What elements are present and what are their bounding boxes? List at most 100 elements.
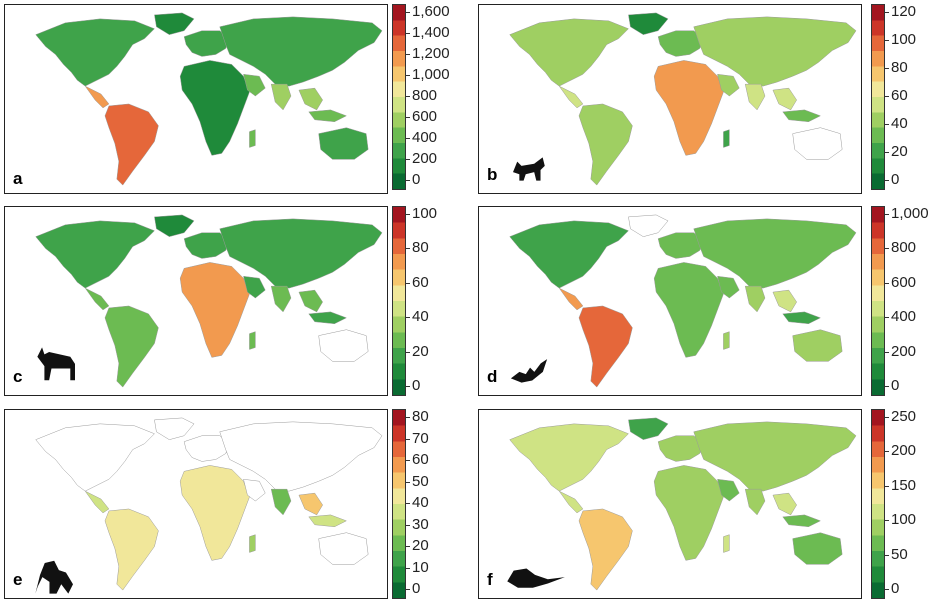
region-arabia <box>243 478 266 502</box>
colorbar-tick-label: 600 <box>891 273 917 291</box>
region-greenland <box>628 12 669 35</box>
region-north-america <box>35 423 155 492</box>
colorbar-tickmark <box>885 589 889 590</box>
colorbar-tickmark <box>885 520 889 522</box>
region-australia <box>792 532 843 565</box>
colorbar-tick-label: 150 <box>891 476 917 494</box>
colorbar-tick-label: 1,000 <box>412 66 450 83</box>
region-arabia <box>717 275 740 299</box>
colorbar-tickmark <box>406 351 410 353</box>
region-europe <box>183 435 230 462</box>
colorbar-tick-label: 20 <box>412 342 429 360</box>
region-central-america <box>558 287 584 311</box>
region-indonesia <box>782 109 822 123</box>
map-panel-b: b <box>478 4 862 194</box>
colorbar-tickmark <box>406 503 410 504</box>
colorbar-tickmark <box>406 138 410 139</box>
fox-icon <box>513 157 545 181</box>
colorbar-tick-label: 250 <box>891 408 917 425</box>
panel-letter-d: d <box>487 367 498 386</box>
colorbar-tick-label: 100 <box>891 31 917 48</box>
region-africa <box>179 262 250 358</box>
colorbar-tickmark <box>406 438 410 440</box>
region-asia <box>693 218 857 289</box>
colorbar-tickmark <box>406 96 410 97</box>
region-arabia <box>243 73 266 97</box>
colorbar-tick-label: 600 <box>412 108 438 125</box>
map-panel-d: d <box>478 206 862 396</box>
colorbar-tick-label: 400 <box>412 129 438 146</box>
region-europe <box>183 232 230 259</box>
region-north-america <box>35 220 155 289</box>
map-panel-c: c <box>4 206 388 396</box>
colorbar-tickmark <box>406 386 410 387</box>
colorbar-tickmark <box>885 68 889 69</box>
colorbar-tickmark <box>406 12 410 13</box>
map-panel-e: e <box>4 409 388 599</box>
colorbar-tick-label: 200 <box>891 342 917 360</box>
colorbar-d <box>871 206 885 396</box>
colorbar-tickmark <box>406 417 410 418</box>
region-central-america <box>84 490 110 514</box>
region-indonesia <box>308 109 348 123</box>
region-central-america <box>84 85 110 109</box>
colorbar-tick-label: 400 <box>891 308 917 326</box>
bat-icon <box>510 359 548 383</box>
region-indonesia <box>782 514 822 528</box>
colorbar-tickmark <box>885 386 889 387</box>
colorbar-tickmark <box>885 96 889 97</box>
colorbar-tickmark <box>885 282 889 284</box>
region-india <box>744 83 766 111</box>
region-india <box>744 285 766 313</box>
region-central-america <box>84 287 110 311</box>
region-se-asia <box>298 289 323 313</box>
region-africa <box>179 60 250 156</box>
colorbar-tickmark <box>406 248 410 250</box>
colorbar-tick-label: 0 <box>891 171 900 188</box>
region-australia <box>318 329 369 362</box>
colorbar-tickmark <box>406 589 410 590</box>
colorbar-tick-label: 60 <box>412 273 429 291</box>
colorbar-tick-label: 0 <box>412 377 421 394</box>
region-north-america <box>509 220 629 289</box>
colorbar-tick-label: 0 <box>412 171 421 188</box>
panel-letter-e: e <box>13 570 23 589</box>
colorbar-tickmark <box>885 451 889 453</box>
colorbar-tick-label: 20 <box>891 143 908 160</box>
panel-letter-a: a <box>13 169 23 188</box>
monkey-icon <box>35 560 73 594</box>
region-se-asia <box>772 87 797 111</box>
colorbar-tickmark <box>885 554 889 556</box>
colorbar-tick-label: 80 <box>412 239 429 257</box>
region-south-america <box>578 305 633 388</box>
region-se-asia <box>772 289 797 313</box>
region-europe <box>183 30 230 57</box>
world-map-b <box>509 12 857 186</box>
colorbar-tick-label: 1,000 <box>891 205 929 222</box>
colorbar-f <box>871 409 885 599</box>
region-south-america <box>578 103 633 186</box>
region-madagascar <box>249 331 256 350</box>
region-asia <box>219 421 383 492</box>
colorbar-tick-label: 0 <box>412 580 421 597</box>
goat-icon <box>37 347 75 381</box>
region-madagascar <box>723 534 730 553</box>
colorbar-tickmark <box>885 248 889 250</box>
region-greenland <box>628 417 669 440</box>
colorbar-tickmark <box>406 159 410 160</box>
colorbar-tickmark <box>885 417 889 418</box>
colorbar-a <box>392 4 406 190</box>
region-asia <box>693 421 857 492</box>
world-map-e <box>35 417 383 591</box>
region-south-america <box>578 508 633 591</box>
region-australia <box>792 329 843 362</box>
panel-letter-b: b <box>487 165 498 184</box>
region-se-asia <box>298 492 323 516</box>
region-north-america <box>35 18 155 87</box>
colorbar-tickmark <box>406 546 410 547</box>
colorbar-tickmark <box>406 214 410 215</box>
region-greenland <box>628 214 669 237</box>
region-madagascar <box>723 129 730 148</box>
colorbar-tick-label: 20 <box>412 537 429 554</box>
region-asia <box>219 16 383 87</box>
